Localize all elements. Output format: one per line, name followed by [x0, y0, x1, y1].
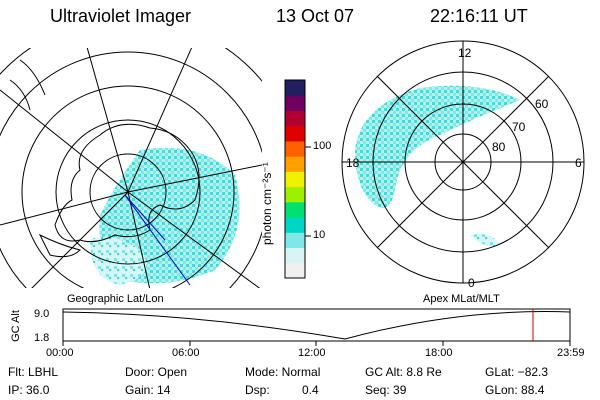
dsp-status-label: Dsp: [245, 383, 270, 397]
colorbar-segment [285, 186, 305, 203]
timeline-axis-label: GC Alt [10, 310, 22, 342]
timeline-y-tick-max: 9.0 [34, 308, 50, 320]
colorbar-unit-label: photon cm⁻²s⁻¹ [260, 162, 274, 245]
gain-status: Gain: 14 [125, 383, 171, 397]
orbit-track [124, 194, 191, 286]
colorbar-segment [285, 232, 305, 249]
colorbar-segment [285, 247, 305, 264]
mlt-label-right: 6 [575, 156, 582, 170]
time-label: 22:16:11 UT [430, 6, 528, 26]
timeline-x-tick: 06:00 [172, 347, 200, 359]
colorbar-segment [285, 201, 305, 218]
continent-outline [54, 123, 200, 243]
altitude-timeline [62, 308, 571, 346]
altitude-curve [62, 311, 571, 340]
filter-status: Flt: LBHL [8, 365, 59, 379]
mlt-label-left: 18 [346, 156, 360, 170]
magnetic-map [341, 40, 585, 284]
aurora-region [355, 85, 520, 208]
door-status: Door: Open [125, 365, 188, 379]
colorbar-segment [285, 125, 305, 142]
gc-alt-status: GC Alt: 8.8 Re [365, 365, 442, 379]
colorbar-tick-100: 100 [313, 140, 332, 152]
glon-status: GLon: 88.4 [485, 383, 545, 397]
timeline-y-tick-min: 1.8 [34, 332, 50, 344]
colorbar-segment [285, 95, 305, 111]
mlt-label-bottom: 0 [468, 276, 475, 290]
timeline-x-tick: 18:00 [425, 347, 453, 359]
colorbar-segment [285, 262, 305, 279]
glat-status: GLat: −82.3 [485, 365, 549, 379]
colorbar-segment [285, 156, 305, 172]
mlat-label-80: 80 [492, 140, 506, 154]
colorbar-segment [285, 171, 305, 188]
instrument-title: Ultraviolet Imager [50, 6, 192, 26]
left-map-caption: Geographic Lat/Lon [67, 293, 164, 305]
mlat-label-70: 70 [512, 120, 526, 134]
colorbar-segment [285, 110, 305, 127]
mlat-label-60: 60 [535, 97, 549, 111]
timeline-x-tick: 23:59 [557, 347, 585, 359]
seq-status: Seq: 39 [365, 383, 407, 397]
colorbar-segment [285, 140, 305, 157]
mode-status: Mode: Normal [245, 365, 321, 379]
colorbar-segment [285, 217, 305, 233]
geographic-map [0, 48, 262, 288]
aurora-region [90, 236, 147, 285]
ip-status: IP: 36.0 [8, 383, 50, 397]
color-bar [285, 80, 305, 279]
timeline-x-tick: 00:00 [46, 347, 74, 359]
right-map-caption: Apex MLat/MLT [423, 293, 500, 305]
colorbar-tick-10: 10 [313, 229, 326, 241]
colorbar-segment [285, 80, 305, 96]
dsp-status-value: 0.4 [302, 383, 319, 397]
timeline-x-tick: 12:00 [298, 347, 326, 359]
date-label: 13 Oct 07 [276, 6, 355, 26]
mlt-label-top: 12 [458, 46, 472, 60]
